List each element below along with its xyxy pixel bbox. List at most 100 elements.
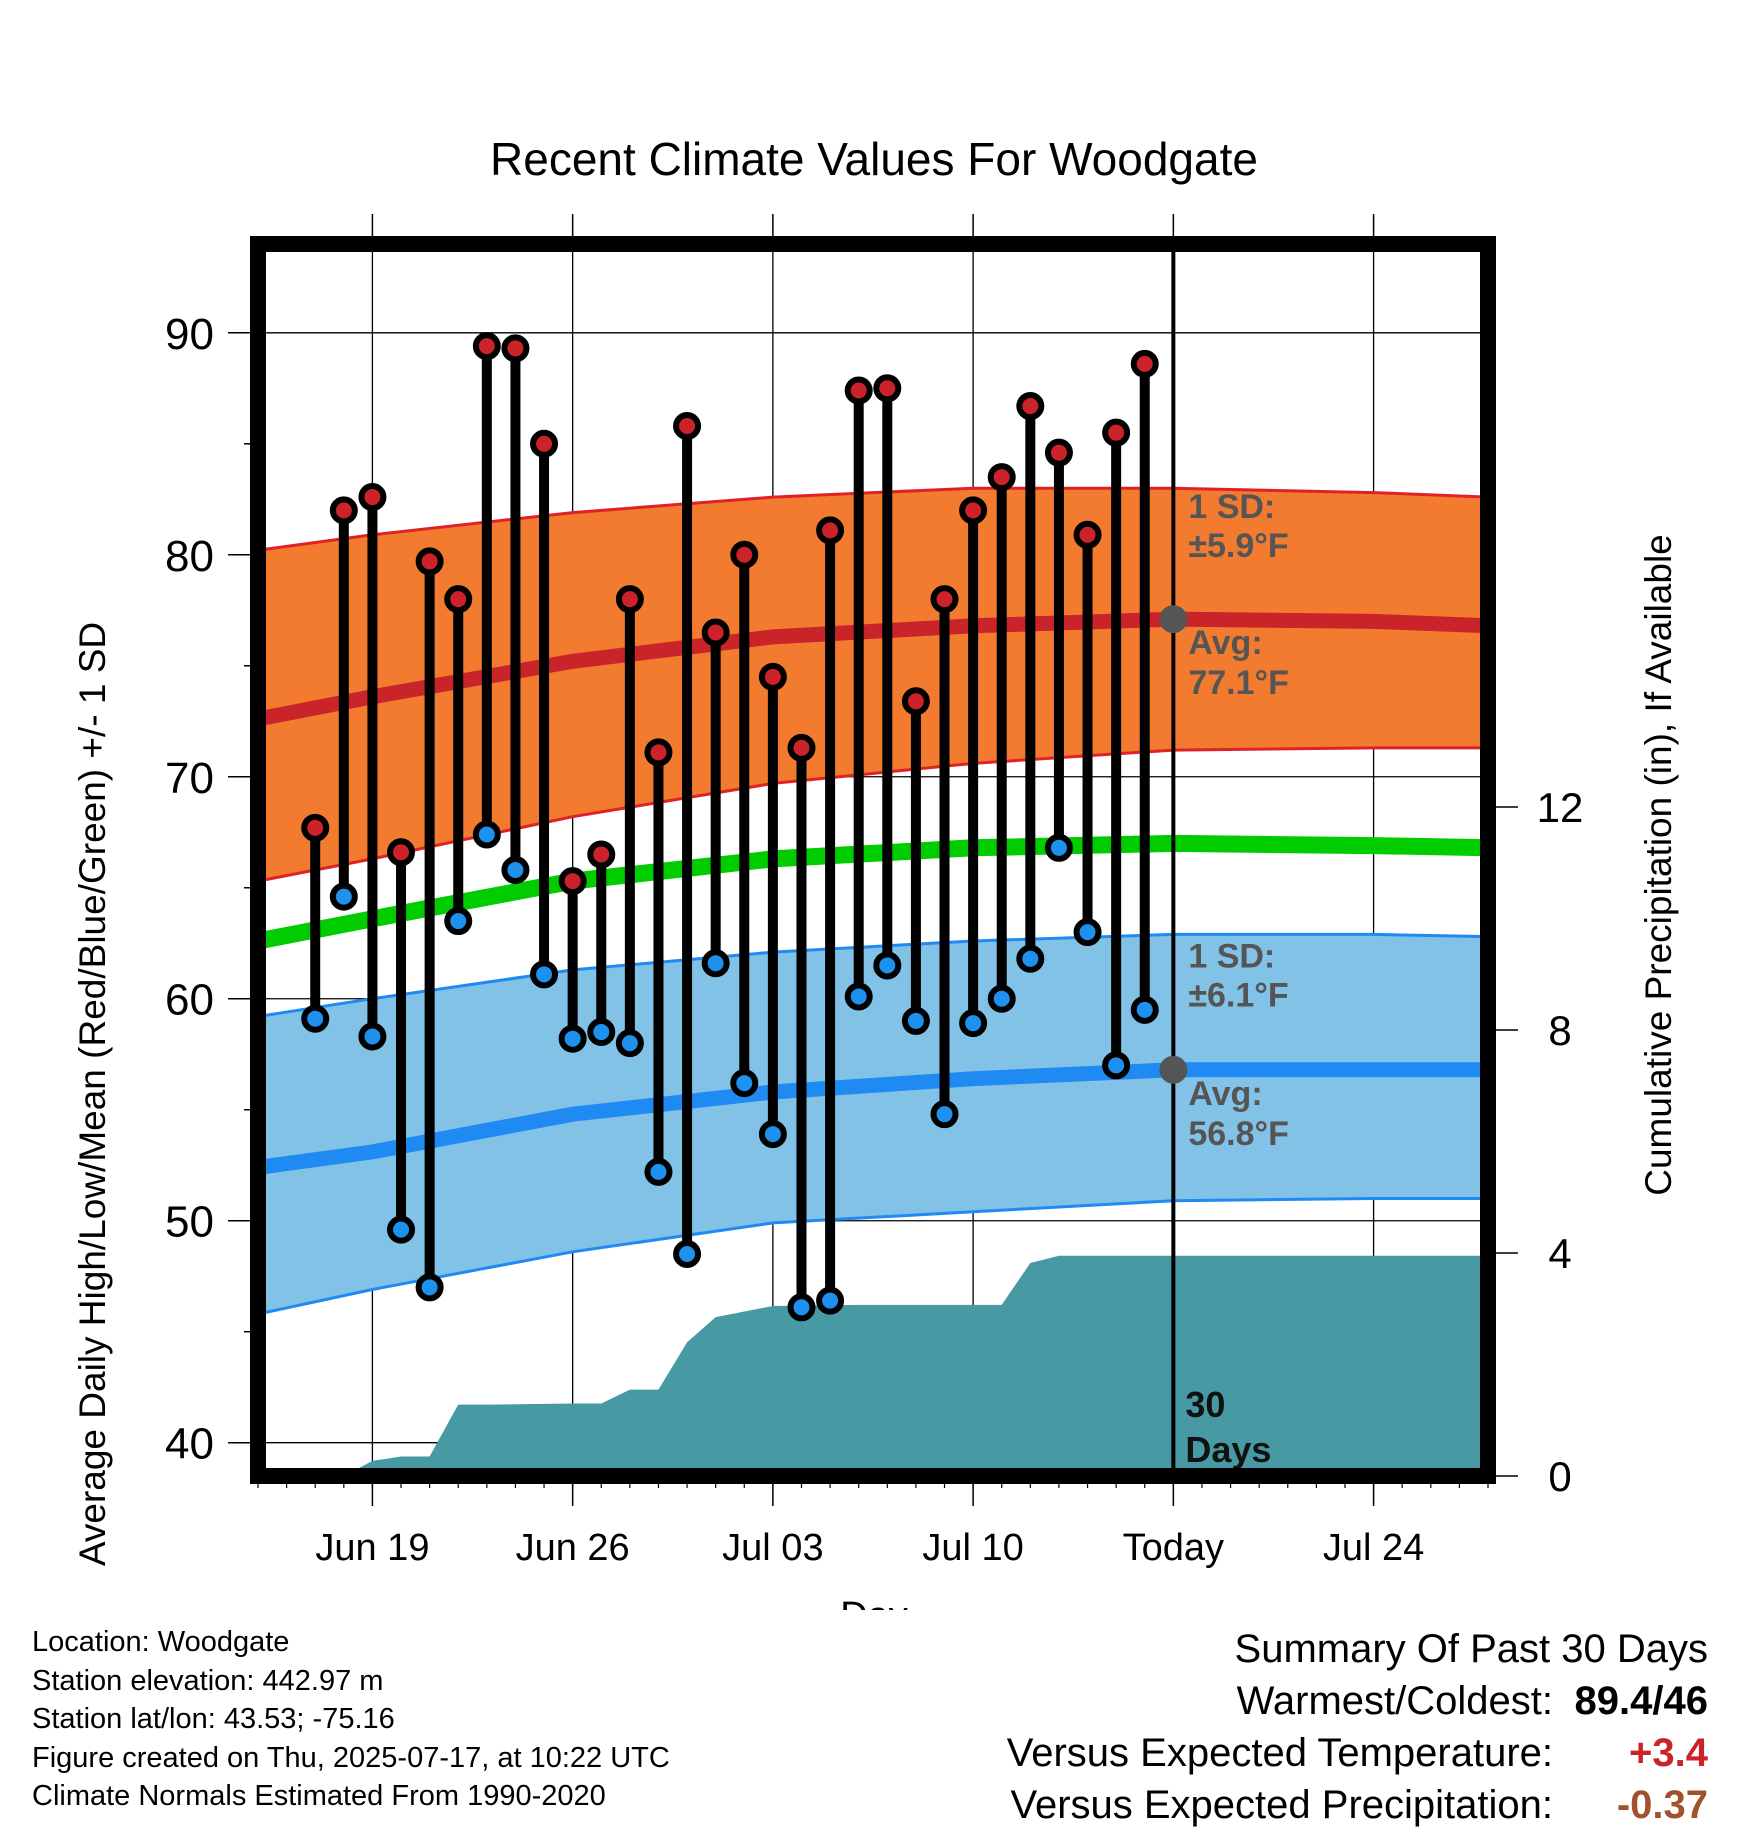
high-sd-value: ±5.9°F [1188,527,1288,565]
high-sd-label: 1 SD: [1188,488,1275,526]
summary-warm-row: Warmest/Coldest: 89.4/46 [1007,1675,1708,1727]
daily-low-point [1044,833,1073,862]
x-tick-label: Jun 26 [516,1527,630,1569]
daily-high-point [930,585,959,614]
daily-low-point [787,1293,816,1322]
mean-avg-line [258,834,1488,950]
y-right-tick-label: 12 [1537,784,1584,831]
low-avg-label: Avg: [1188,1075,1262,1113]
daily-low-point [701,949,730,978]
high-avg-value: 77.1°F [1188,664,1289,702]
daily-high-point [615,585,644,614]
high-avg-label: Avg: [1188,624,1262,662]
daily-low-point [587,1018,616,1047]
daily-high-point [644,738,673,767]
plot-area [258,244,1488,1476]
daily-high-point [901,687,930,716]
daily-low-point [329,882,358,911]
y-left-tick-label: 90 [165,310,214,359]
daily-high-point [873,374,902,403]
daily-low-point [758,1120,787,1149]
high-sd-band [258,488,1488,882]
x-tick-label: Today [1123,1527,1224,1569]
daily-high-point [701,618,730,647]
latlon-text: Station lat/lon: 43.53; -75.16 [32,1703,395,1735]
daily-high-point [959,496,988,525]
daily-high-point [816,516,845,545]
x-axis-label: Day [840,1595,908,1610]
daily-high-point [1044,438,1073,467]
today-low-avg-marker [1159,1055,1188,1084]
today-days-word: Days [1185,1429,1271,1470]
daily-low-point [472,820,501,849]
summary-heading: Summary Of Past 30 Days [1234,1627,1708,1671]
daily-low-point [959,1009,988,1038]
y-right-tick-label: 4 [1548,1230,1571,1277]
daily-high-point [587,840,616,869]
temp-label: Versus Expected Temperature: [1006,1731,1553,1775]
daily-low-point [987,984,1016,1013]
x-tick-label: Jun 19 [315,1527,429,1569]
precip-value: -0.37 [1616,1783,1708,1827]
y-left-tick-label: 40 [165,1420,214,1469]
daily-low-point [873,951,902,980]
daily-low-point [1130,995,1159,1024]
daily-low-point [901,1006,930,1035]
daily-high-point [387,838,416,867]
y-axis-right-label: Cumulative Precipitation (in), If Availa… [1638,534,1679,1196]
y-right-tick-label: 0 [1548,1453,1571,1500]
high-sd-upper-line [258,486,1488,552]
daily-high-point [530,429,559,458]
plot-frame [250,236,1496,1484]
daily-high-point [472,332,501,361]
daily-low-point [1102,1051,1131,1080]
daily-low-point [844,982,873,1011]
precip-label: Versus Expected Precipitation: [1010,1783,1553,1827]
summary-panel: Summary Of Past 30 Days Warmest/Coldest:… [1007,1623,1708,1831]
daily-high-point [329,496,358,525]
y-axis-left-label: Average Daily High/Low/Mean (Red/Blue/Gr… [72,622,113,1566]
daily-high-point [730,540,759,569]
daily-low-point [1016,944,1045,973]
high-avg-line [258,611,1488,727]
elevation-text: Station elevation: 442.97 m [32,1664,384,1697]
x-tick-label: Jul 24 [1323,1527,1424,1569]
warm-value: 89.4/46 [1574,1679,1708,1723]
location-text: Location: Woodgate [32,1626,290,1658]
daily-high-point [987,463,1016,492]
created-text: Figure created on Thu, 2025-07-17, at 10… [32,1741,670,1774]
daily-low-point [730,1069,759,1098]
daily-low-point [930,1100,959,1129]
y-left-tick-label: 50 [165,1198,214,1247]
station-info: Location: Woodgate Station elevation: 44… [32,1623,670,1816]
temp-value: +3.4 [1629,1731,1708,1775]
y-left-tick-label: 60 [165,976,214,1025]
daily-high-point [758,662,787,691]
y-left-tick-label: 70 [165,754,214,803]
x-tick-label: Jul 10 [922,1527,1023,1569]
daily-low-point [387,1215,416,1244]
daily-low-point [530,960,559,989]
daily-low-point [415,1273,444,1302]
summary-temp-row: Versus Expected Temperature: +3.4 [1007,1727,1708,1779]
daily-high-point [444,585,473,614]
low-sd-label: 1 SD: [1188,937,1275,975]
daily-low-point [644,1157,673,1186]
daily-high-point [501,334,530,363]
daily-low-point [501,855,530,884]
daily-low-point [816,1286,845,1315]
daily-low-point [444,907,473,936]
x-tick-label: Jul 03 [722,1527,823,1569]
daily-high-point [358,483,387,512]
chart-title: Recent Climate Values For Woodgate [490,133,1258,185]
daily-high-point [1016,392,1045,421]
low-avg-value: 56.8°F [1188,1115,1289,1153]
precip-area [343,1255,1488,1476]
daily-high-point [844,376,873,405]
climate-chart: Recent Climate Values For Woodgate 1 SD:… [72,133,1679,1610]
daily-low-point [1073,918,1102,947]
normals-text: Climate Normals Estimated From 1990-2020 [32,1780,606,1812]
daily-high-point [673,412,702,441]
daily-high-point [301,813,330,842]
daily-high-point [558,867,587,896]
